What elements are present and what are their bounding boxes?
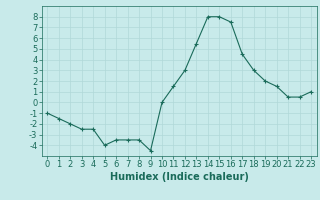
X-axis label: Humidex (Indice chaleur): Humidex (Indice chaleur) [110, 172, 249, 182]
